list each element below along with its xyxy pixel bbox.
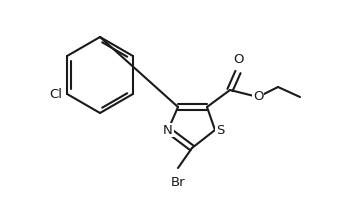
Text: Br: Br <box>171 176 185 189</box>
Text: O: O <box>253 91 263 103</box>
Text: O: O <box>233 53 243 66</box>
Text: N: N <box>163 124 173 137</box>
Text: Cl: Cl <box>49 87 62 100</box>
Text: S: S <box>216 124 224 137</box>
